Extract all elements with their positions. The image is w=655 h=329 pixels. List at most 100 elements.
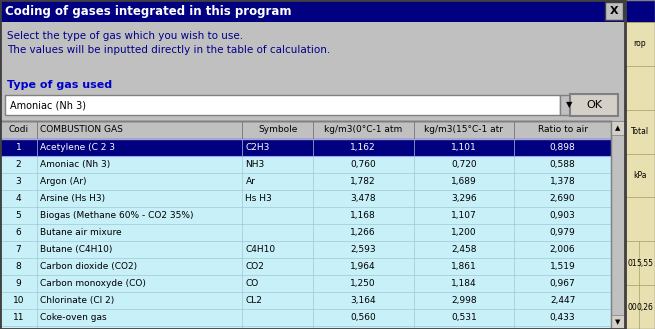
- Text: 2,458: 2,458: [451, 245, 477, 254]
- Text: Select the type of gas which you wish to use.: Select the type of gas which you wish to…: [7, 31, 243, 41]
- Bar: [625, 22, 655, 329]
- Text: 1,250: 1,250: [350, 279, 376, 288]
- Bar: [0, 241, 611, 258]
- Text: 3,478: 3,478: [350, 194, 376, 203]
- Bar: [611, 315, 625, 329]
- Text: 0,531: 0,531: [451, 313, 477, 322]
- Text: 3,296: 3,296: [451, 194, 477, 203]
- Text: rop: rop: [633, 39, 646, 48]
- Text: 0,903: 0,903: [550, 211, 576, 220]
- Text: 1: 1: [16, 143, 22, 152]
- Bar: [0, 0, 625, 22]
- Text: Symbole: Symbole: [258, 125, 297, 135]
- Bar: [0, 22, 625, 77]
- Bar: [0, 207, 611, 224]
- Text: 2,998: 2,998: [451, 296, 477, 305]
- Text: 6: 6: [16, 228, 22, 237]
- Text: 2,447: 2,447: [550, 296, 575, 305]
- Text: Biogas (Methane 60% - CO2 35%): Biogas (Methane 60% - CO2 35%): [40, 211, 194, 220]
- Text: kPa: kPa: [633, 171, 646, 180]
- Text: 1,782: 1,782: [350, 177, 376, 186]
- Bar: [570, 94, 618, 116]
- Text: 8: 8: [16, 262, 22, 271]
- Text: The values will be inputted directly in the table of calculation.: The values will be inputted directly in …: [7, 45, 330, 55]
- Text: 1,184: 1,184: [451, 279, 477, 288]
- Text: 10: 10: [13, 296, 24, 305]
- Text: 0,979: 0,979: [550, 228, 576, 237]
- Text: 5,55: 5,55: [636, 259, 653, 268]
- Bar: [0, 292, 611, 309]
- Text: C4H10: C4H10: [246, 245, 276, 254]
- Bar: [0, 121, 611, 329]
- Bar: [0, 326, 611, 329]
- Text: CL2: CL2: [246, 296, 262, 305]
- Text: 1,378: 1,378: [550, 177, 576, 186]
- Bar: [0, 93, 625, 119]
- Bar: [625, 0, 655, 22]
- Text: 1,266: 1,266: [350, 228, 376, 237]
- Text: kg/m3(0°C-1 atm: kg/m3(0°C-1 atm: [324, 125, 402, 135]
- Text: Coke-oven gas: Coke-oven gas: [40, 313, 107, 322]
- Text: 3: 3: [16, 177, 22, 186]
- Text: CO2: CO2: [246, 262, 265, 271]
- Text: 11: 11: [13, 313, 24, 322]
- Text: Arsine (Hs H3): Arsine (Hs H3): [40, 194, 105, 203]
- Text: 0,26: 0,26: [636, 303, 653, 312]
- Text: Amoniac (Nh 3): Amoniac (Nh 3): [10, 100, 86, 110]
- Bar: [611, 121, 625, 329]
- Text: 0,720: 0,720: [451, 160, 477, 169]
- Text: 1,168: 1,168: [350, 211, 376, 220]
- Text: Total: Total: [631, 127, 649, 136]
- Text: 1,964: 1,964: [350, 262, 376, 271]
- Text: kg/m3(15°C-1 atr: kg/m3(15°C-1 atr: [424, 125, 504, 135]
- Text: 0,967: 0,967: [550, 279, 576, 288]
- Text: NH3: NH3: [246, 160, 265, 169]
- Text: Carbon monoxyde (CO): Carbon monoxyde (CO): [40, 279, 146, 288]
- Text: 1,107: 1,107: [451, 211, 477, 220]
- Text: C2H3: C2H3: [246, 143, 270, 152]
- Text: 1,519: 1,519: [550, 262, 576, 271]
- Bar: [0, 224, 611, 241]
- Bar: [5, 95, 560, 115]
- Text: 1,200: 1,200: [451, 228, 477, 237]
- Text: Argon (Ar): Argon (Ar): [40, 177, 86, 186]
- Text: 00: 00: [627, 303, 637, 312]
- Bar: [0, 156, 611, 173]
- Text: 01: 01: [627, 259, 637, 268]
- Text: 7: 7: [16, 245, 22, 254]
- Text: 4: 4: [16, 194, 22, 203]
- Text: Butane (C4H10): Butane (C4H10): [40, 245, 113, 254]
- Bar: [611, 121, 625, 135]
- Bar: [0, 121, 611, 139]
- Text: 2: 2: [16, 160, 22, 169]
- Text: COMBUSTION GAS: COMBUSTION GAS: [40, 125, 123, 135]
- Text: Butane air mixure: Butane air mixure: [40, 228, 122, 237]
- Bar: [560, 95, 578, 115]
- Text: 2,593: 2,593: [350, 245, 376, 254]
- Text: Ar: Ar: [246, 177, 255, 186]
- Text: 1,861: 1,861: [451, 262, 477, 271]
- Text: Codi: Codi: [9, 125, 29, 135]
- Text: 3,164: 3,164: [350, 296, 376, 305]
- Bar: [0, 258, 611, 275]
- Text: 9: 9: [16, 279, 22, 288]
- Text: 0,433: 0,433: [550, 313, 576, 322]
- Text: 0,588: 0,588: [550, 160, 576, 169]
- Text: 1,689: 1,689: [451, 177, 477, 186]
- Text: 2,006: 2,006: [550, 245, 576, 254]
- Text: ▲: ▲: [615, 125, 621, 131]
- Bar: [0, 275, 611, 292]
- Bar: [0, 139, 611, 156]
- Text: 1,101: 1,101: [451, 143, 477, 152]
- Text: 5: 5: [16, 211, 22, 220]
- Text: Type of gas used: Type of gas used: [7, 80, 112, 90]
- Text: Chlorinate (Cl 2): Chlorinate (Cl 2): [40, 296, 115, 305]
- Bar: [0, 190, 611, 207]
- Text: 2,690: 2,690: [550, 194, 576, 203]
- Bar: [0, 309, 611, 326]
- Bar: [0, 173, 611, 190]
- Text: Amoniac (Nh 3): Amoniac (Nh 3): [40, 160, 111, 169]
- Bar: [0, 77, 625, 93]
- Bar: [605, 2, 623, 20]
- Text: X: X: [610, 6, 618, 16]
